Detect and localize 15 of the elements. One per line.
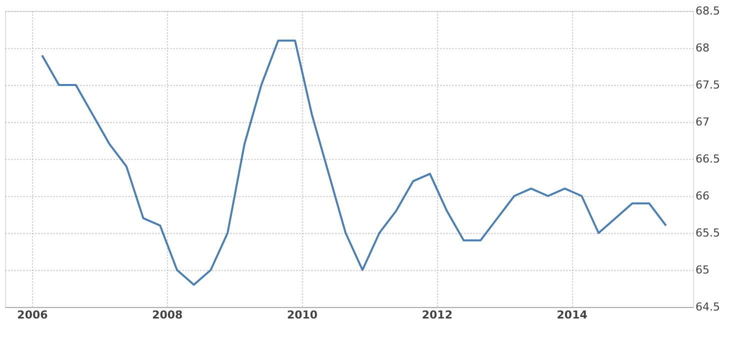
y-tick-label: 67 — [696, 116, 710, 128]
y-tick-label: 68.5 — [696, 4, 720, 18]
line-series — [41, 40, 668, 286]
y-tick-label: 68 — [696, 42, 710, 54]
x-tick-label: 2012 — [422, 308, 452, 322]
y-tick-label: 65.5 — [696, 226, 720, 240]
y-tick-label: 65 — [696, 264, 710, 276]
y-tick-label: 64.5 — [696, 300, 720, 314]
x-tick-label: 2008 — [152, 308, 183, 322]
y-tick-label: 66 — [696, 190, 710, 202]
x-tick-label: 2010 — [286, 308, 318, 322]
x-tick-label: 2006 — [17, 308, 48, 322]
y-tick-label: 67.5 — [696, 78, 720, 92]
y-tick-label: 66.5 — [696, 152, 720, 166]
x-tick-label: 2014 — [556, 308, 588, 322]
